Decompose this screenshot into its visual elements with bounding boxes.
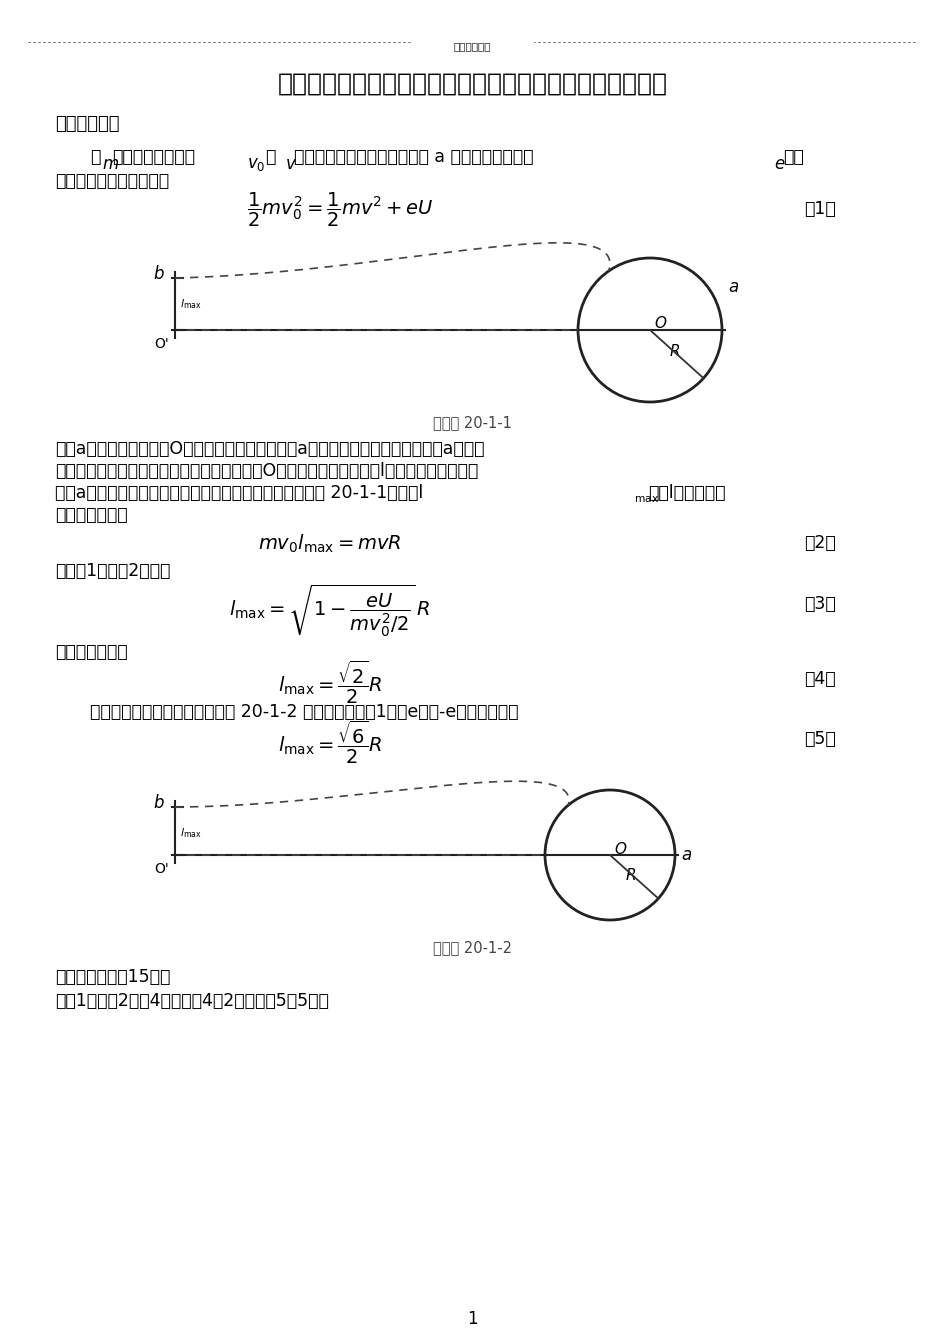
Text: $_{\max}$: $_{\max}$ [633, 489, 658, 505]
Text: （5）: （5） [803, 730, 835, 747]
Text: 和: 和 [264, 148, 275, 166]
Text: 精品资料推荐: 精品资料推荐 [453, 41, 491, 51]
Text: O': O' [155, 337, 169, 352]
Text: $e$: $e$ [773, 155, 784, 172]
Text: b: b [154, 794, 164, 812]
Text: 表示: 表示 [783, 148, 803, 166]
Text: （2）: （2） [803, 533, 835, 552]
Text: $v_0$: $v_0$ [246, 155, 265, 172]
Text: $l_{\max}$: $l_{\max}$ [179, 297, 202, 312]
Text: 图复解 20-1-1: 图复解 20-1-1 [432, 414, 512, 431]
Text: 图复解 20-1-2: 图复解 20-1-2 [432, 940, 512, 955]
Text: 表示l的最大值，: 表示l的最大值， [648, 484, 725, 501]
Text: R: R [625, 868, 636, 882]
Text: O': O' [155, 862, 169, 876]
Text: 元电荷，由能量守恒可知: 元电荷，由能量守恒可知 [55, 172, 169, 190]
Text: 代入数据，可得: 代入数据，可得 [55, 643, 127, 660]
Text: 由式（1）、（2）可得: 由式（1）、（2）可得 [55, 562, 170, 580]
Text: $m$: $m$ [102, 155, 119, 172]
Text: 第二十届全国中学生物理竞赛复赛试题参考解答、评分标准: 第二十届全国中学生物理竞赛复赛试题参考解答、评分标准 [278, 72, 666, 96]
Text: $\dfrac{1}{2}mv_0^2 = \dfrac{1}{2}mv^2 + eU$: $\dfrac{1}{2}mv_0^2 = \dfrac{1}{2}mv^2 +… [246, 191, 433, 229]
Text: 1: 1 [466, 1310, 478, 1328]
Text: $l_{\max} = \sqrt{1 - \dfrac{eU}{mv_0^2/2}}\,R$: $l_{\max} = \sqrt{1 - \dfrac{eU}{mv_0^2/… [229, 583, 430, 639]
Text: $mv_0 l_{\max} = mvR$: $mv_0 l_{\max} = mvR$ [258, 533, 401, 555]
Text: a: a [727, 278, 737, 295]
Text: 一、参考解答: 一、参考解答 [55, 115, 119, 132]
Text: a: a [681, 846, 690, 864]
Text: 因为a不动，可取其球心O为原点，由于质子所受的a球对它的静电库仑力总是通过a球的球: 因为a不动，可取其球心O为原点，由于质子所受的a球对它的静电库仑力总是通过a球的… [55, 440, 484, 459]
Text: 心，所以此力对原点的力矩始终为零，质子对O点的角动量守恒。所求l的最大值对应于质子: 心，所以此力对原点的力矩始终为零，质子对O点的角动量守恒。所求l的最大值对应于质… [55, 463, 478, 480]
Text: R: R [669, 345, 680, 360]
Text: $l_{\max}$: $l_{\max}$ [179, 826, 202, 840]
Text: 由角动量守恒有: 由角动量守恒有 [55, 505, 127, 524]
Text: 令: 令 [90, 148, 100, 166]
Text: 到达a球表面处时其速度方向刚好与该处球面相切（见复解 20-1-1）。以l: 到达a球表面处时其速度方向刚好与该处球面相切（见复解 20-1-1）。以l [55, 484, 423, 501]
Text: （4）: （4） [803, 670, 834, 689]
Text: 式（1）、（2）各4分，式（4）2分，式（5）5分。: 式（1）、（2）各4分，式（4）2分，式（5）5分。 [55, 992, 329, 1009]
Text: $l_{\max} = \dfrac{\sqrt{6}}{2}R$: $l_{\max} = \dfrac{\sqrt{6}}{2}R$ [278, 718, 382, 766]
Text: （3）: （3） [803, 595, 835, 612]
Text: O: O [614, 841, 625, 857]
Text: 表示质子的质量，: 表示质子的质量， [112, 148, 194, 166]
Text: 分别表示质子的初速度和到达 a 球球面处的速度，: 分别表示质子的初速度和到达 a 球球面处的速度， [294, 148, 533, 166]
Text: $v$: $v$ [285, 155, 296, 172]
Text: （1）: （1） [803, 201, 835, 218]
Text: O: O [653, 317, 666, 332]
Text: 若把质子换成电子，则如图复解 20-1-2 所示，此时式（1）中e改为-e。同理可求得: 若把质子换成电子，则如图复解 20-1-2 所示，此时式（1）中e改为-e。同理… [90, 703, 518, 721]
Text: 评分标准：本题15分。: 评分标准：本题15分。 [55, 968, 170, 985]
Text: 精品资料推荐: 精品资料推荐 [453, 41, 491, 51]
Text: $l_{\max} = \dfrac{\sqrt{2}}{2}R$: $l_{\max} = \dfrac{\sqrt{2}}{2}R$ [278, 658, 382, 706]
Text: b: b [154, 265, 164, 283]
